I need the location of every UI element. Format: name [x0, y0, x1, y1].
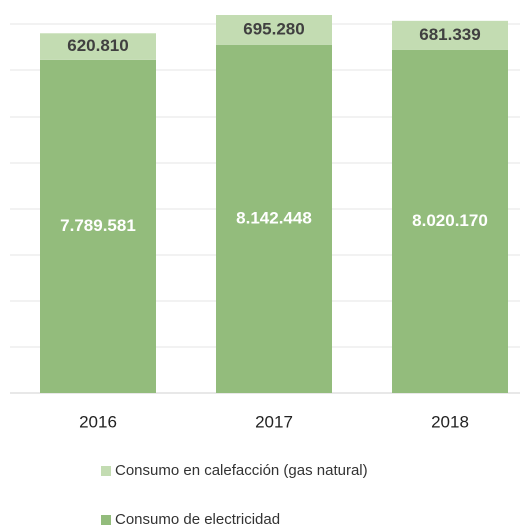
- legend-swatch: [101, 466, 111, 476]
- value-label: 7.789.581: [60, 216, 136, 235]
- bar-segment: [216, 15, 332, 45]
- legend-label: Consumo en calefacción (gas natural): [115, 462, 368, 479]
- bar-segment: [392, 20, 508, 50]
- bar-segment: [40, 59, 156, 394]
- legend-swatch: [101, 515, 111, 525]
- bar-segment: [40, 33, 156, 60]
- bar-segment: [392, 49, 508, 393]
- x-tick-label: 2016: [79, 412, 117, 431]
- value-label: 8.142.448: [236, 208, 312, 227]
- bar-segment: [216, 44, 332, 393]
- x-tick-label: 2018: [431, 412, 469, 431]
- value-label: 695.280: [243, 19, 304, 38]
- value-label: 620.810: [67, 36, 128, 55]
- value-label: 681.339: [419, 25, 480, 44]
- x-tick-label: 2017: [255, 412, 293, 431]
- legend-label: Consumo de electricidad: [115, 511, 280, 528]
- value-label: 8.020.170: [412, 211, 488, 230]
